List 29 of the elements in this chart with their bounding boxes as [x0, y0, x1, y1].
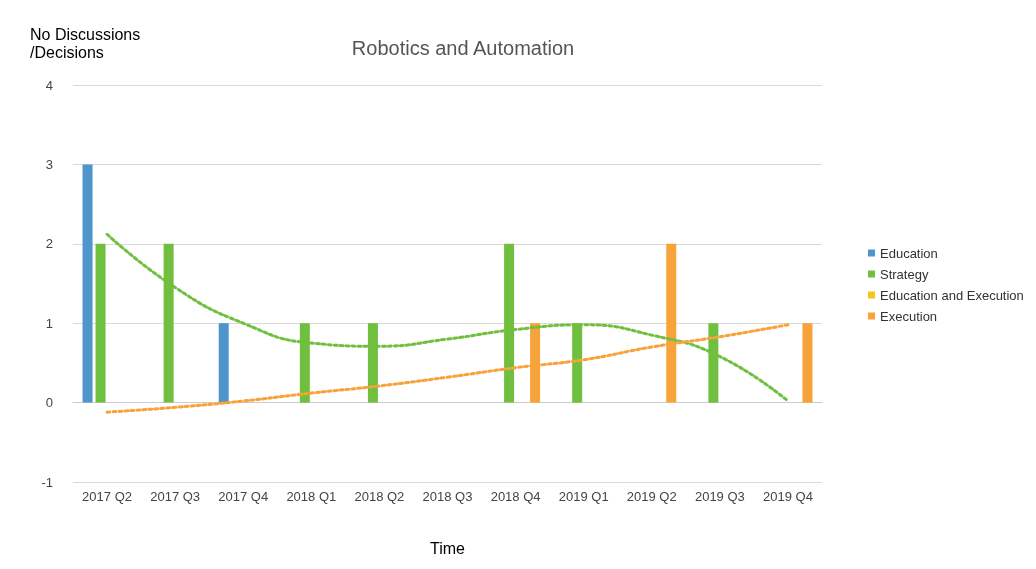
x-tick-label: 2017 Q3 [150, 489, 201, 504]
x-tick-label: 2019 Q1 [558, 489, 609, 504]
x-tick-label: 2018 Q2 [354, 489, 405, 504]
y-tick-label: 1 [45, 315, 53, 331]
x-tick-label: 2018 Q4 [490, 489, 541, 504]
x-tick-label: 2019 Q3 [694, 489, 745, 504]
legend-label: Education and Execution [880, 287, 1024, 303]
legend-label: Education [880, 245, 938, 261]
y-tick-label: 0 [45, 395, 53, 411]
x-tick-label: 2019 Q4 [763, 489, 813, 504]
x-tick-label: 2018 Q1 [286, 489, 337, 504]
bar [82, 164, 93, 403]
legend-label: Execution [880, 308, 938, 324]
legend-label: Strategy [880, 266, 929, 282]
x-axis-title: Time [430, 539, 466, 557]
y-axis-title: No Discussions /Decisions [30, 25, 141, 61]
y-tick-label: -1 [41, 474, 53, 490]
x-tick-label: 2017 Q4 [218, 489, 269, 504]
bar [802, 323, 813, 403]
y-tick-label: 3 [45, 156, 53, 172]
line-series [105, 232, 790, 403]
x-tick-label: 2019 Q2 [626, 489, 677, 504]
bar [95, 243, 106, 403]
x-tick-label: 2017 Q2 [82, 489, 132, 504]
y-tick-label: 2 [45, 236, 53, 252]
y-tick-label: 4 [45, 77, 53, 93]
chart-title: Robotics and Automation [351, 37, 575, 59]
x-tick-label: 2018 Q3 [422, 489, 473, 504]
bar [218, 323, 229, 403]
